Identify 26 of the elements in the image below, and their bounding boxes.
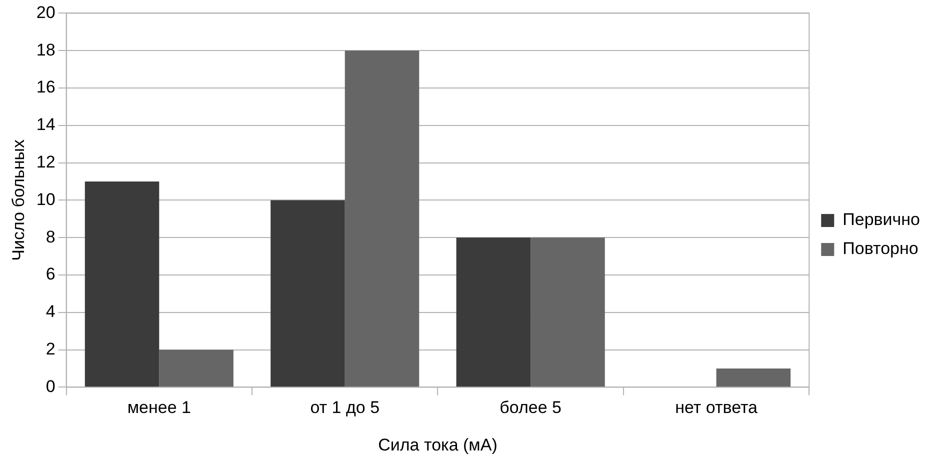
bar xyxy=(456,238,531,387)
y-tick-label: 4 xyxy=(46,302,56,322)
bar xyxy=(159,350,234,387)
y-tick-label: 16 xyxy=(36,78,56,97)
x-tick-label: менее 1 xyxy=(127,398,191,418)
y-tick-label: 12 xyxy=(36,152,56,172)
y-tick-label: 6 xyxy=(46,264,56,284)
y-tick-label: 10 xyxy=(36,190,56,209)
x-tick-label: более 5 xyxy=(500,398,562,418)
y-tick-label: 14 xyxy=(36,115,56,134)
y-tick-label: 18 xyxy=(36,40,56,60)
bar xyxy=(84,182,160,387)
x-axis-title: Сила тока (мА) xyxy=(378,435,498,454)
y-tick-label: 2 xyxy=(46,339,56,358)
x-tick-label: нет ответа xyxy=(675,398,758,418)
bar xyxy=(716,368,791,387)
legend-label: Повторно xyxy=(842,239,918,258)
legend-label: Первично xyxy=(842,210,920,230)
y-tick-label: 8 xyxy=(46,227,56,246)
y-tick-label: 0 xyxy=(46,376,56,396)
bar xyxy=(344,50,420,387)
bar xyxy=(530,238,605,387)
x-tick-label: от 1 до 5 xyxy=(310,398,380,418)
bar xyxy=(270,200,345,387)
y-tick-label: 20 xyxy=(36,2,56,22)
y-axis-title: Число больных xyxy=(8,139,28,261)
